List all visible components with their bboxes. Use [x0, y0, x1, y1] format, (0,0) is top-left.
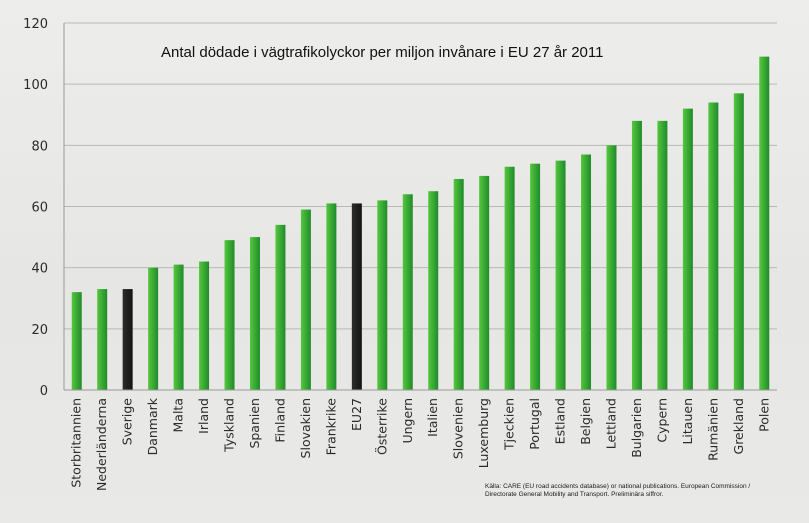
bar-spanien: [249, 237, 260, 390]
bar-estland: [555, 160, 566, 390]
x-tick-tyskland: Tyskland: [222, 398, 237, 453]
source-note-line-1: Källa: CARE (EU road accidents database)…: [485, 483, 750, 490]
bar-österrike: [377, 200, 388, 390]
x-tick-tjeckien: Tjeckien: [502, 398, 517, 451]
x-tick-eu27: EU27: [349, 398, 364, 431]
x-tick-spanien: Spanien: [247, 398, 262, 449]
x-tick-portugal: Portugal: [527, 398, 542, 450]
x-tick-frankrike: Frankrike: [323, 398, 338, 456]
bar-ungern: [402, 194, 413, 390]
x-tick-irland: Irland: [196, 398, 211, 434]
gridlines: [64, 22, 777, 330]
x-tick-lettland: Lettland: [603, 398, 618, 449]
category-labels: Storbritannien Nederländerna Sverige Danmar…: [69, 397, 772, 491]
bar-slovakien: [300, 209, 311, 390]
y-tick-20: 20: [31, 323, 48, 338]
y-tick-labels: 0 20 40 60 80 100 120: [23, 17, 48, 399]
x-tick-grekland: Grekland: [731, 398, 746, 454]
y-tick-0: 0: [40, 384, 48, 399]
x-tick-österrike: Österrike: [373, 398, 389, 455]
bar-nederländerna: [97, 289, 108, 390]
bar-slovenien: [453, 178, 464, 390]
x-tick-sverige: Sverige: [120, 398, 135, 446]
bar-frankrike: [326, 203, 337, 390]
bar-tyskland: [224, 240, 235, 390]
bar-grekland: [733, 93, 744, 390]
bar-danmark: [148, 267, 159, 390]
bar-lettland: [606, 145, 617, 390]
bar-eu27: [351, 203, 362, 390]
bar-storbritannien: [71, 292, 82, 390]
x-tick-polen: Polen: [756, 398, 771, 432]
chart-title: Antal dödade i vägtrafikolyckor per milj…: [161, 44, 603, 61]
x-tick-danmark: Danmark: [145, 397, 160, 455]
x-tick-belgien: Belgien: [578, 398, 593, 445]
y-tick-60: 60: [31, 201, 48, 216]
bar-tjeckien: [504, 166, 515, 390]
source-note-line-2: Directorate General Mobility and Transpo…: [485, 491, 664, 498]
axes: [63, 23, 777, 391]
x-tick-slovakien: Slovakien: [298, 398, 313, 458]
x-tick-nederländerna: Nederländerna: [94, 398, 109, 491]
bar-portugal: [530, 163, 541, 390]
x-tick-bulgarien: Bulgarien: [629, 398, 644, 458]
bar-finland: [275, 224, 286, 390]
bar-sverige: [122, 289, 133, 390]
bar-litauen: [682, 108, 693, 390]
x-tick-cypern: Cypern: [654, 398, 669, 443]
bar-bulgarien: [631, 120, 642, 390]
bars: [71, 56, 770, 391]
bar-polen: [759, 56, 770, 391]
bar-irland: [199, 261, 210, 390]
bar-cypern: [657, 120, 668, 390]
x-tick-litauen: Litauen: [680, 398, 695, 445]
x-tick-rumänien: Rumänien: [705, 398, 720, 461]
y-tick-80: 80: [31, 139, 48, 154]
x-tick-finland: Finland: [272, 398, 287, 443]
x-tick-estland: Estland: [553, 398, 568, 444]
y-tick-120: 120: [23, 17, 48, 32]
bar-italien: [428, 191, 439, 390]
y-tick-40: 40: [31, 262, 48, 277]
bar-rumänien: [708, 102, 719, 391]
bar-malta: [173, 264, 184, 390]
x-tick-storbritannien: Storbritannien: [69, 398, 84, 488]
y-tick-100: 100: [23, 78, 48, 93]
x-tick-ungern: Ungern: [400, 398, 415, 444]
x-tick-italien: Italien: [425, 398, 440, 437]
bar-luxemburg: [479, 175, 490, 390]
bar-belgien: [581, 154, 592, 390]
x-tick-slovenien: Slovenien: [451, 398, 466, 459]
x-tick-malta: Malta: [171, 398, 186, 432]
x-tick-luxemburg: Luxemburg: [476, 398, 491, 468]
